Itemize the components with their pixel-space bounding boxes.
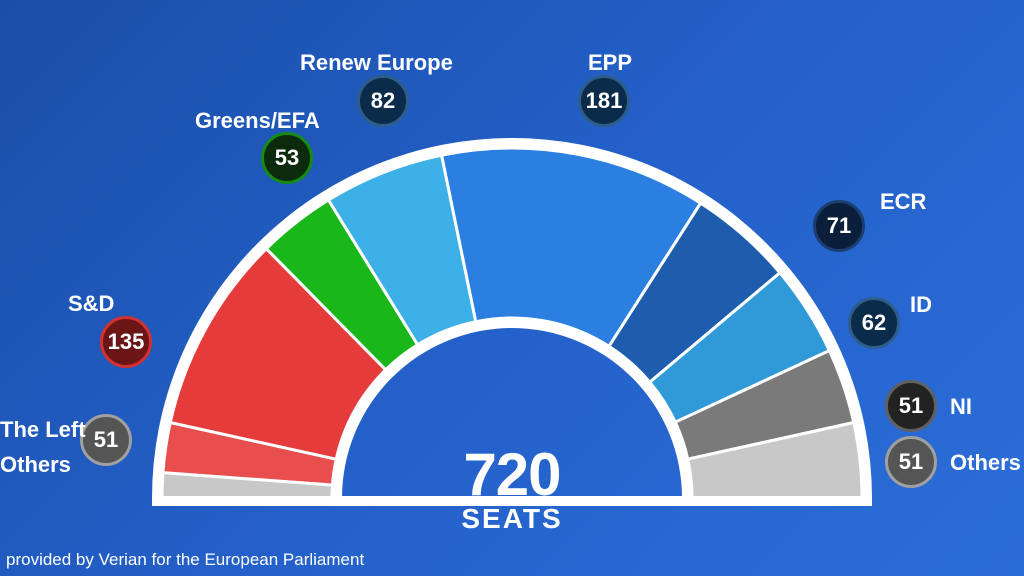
label-the_left: The Left (0, 417, 86, 443)
label-renew: Renew Europe (300, 50, 453, 76)
badge-greens: 53 (261, 132, 313, 184)
badge-ni: 51 (885, 380, 937, 432)
label-sd: S&D (68, 291, 114, 317)
badge-others_left: 51 (80, 414, 132, 466)
badge-id: 62 (848, 297, 900, 349)
label-ni: NI (950, 394, 972, 420)
hemicycle-chart: 720 SEATS Others51The LeftS&D135Greens/E… (0, 0, 1024, 576)
center-total: 720 SEATS (461, 445, 562, 533)
label-greens: Greens/EFA (195, 108, 320, 134)
badge-epp: 181 (578, 75, 630, 127)
label-id: ID (910, 292, 932, 318)
badge-others_right: 51 (885, 436, 937, 488)
label-others_left: Others (0, 452, 71, 478)
label-others_right: Others (950, 450, 1021, 476)
label-epp: EPP (588, 50, 632, 76)
badge-renew: 82 (357, 75, 409, 127)
attribution-text: provided by Verian for the European Parl… (6, 550, 364, 570)
center-total-word: SEATS (461, 505, 562, 533)
badge-ecr: 71 (813, 200, 865, 252)
badge-sd: 135 (100, 316, 152, 368)
center-total-number: 720 (461, 445, 562, 505)
label-ecr: ECR (880, 189, 926, 215)
